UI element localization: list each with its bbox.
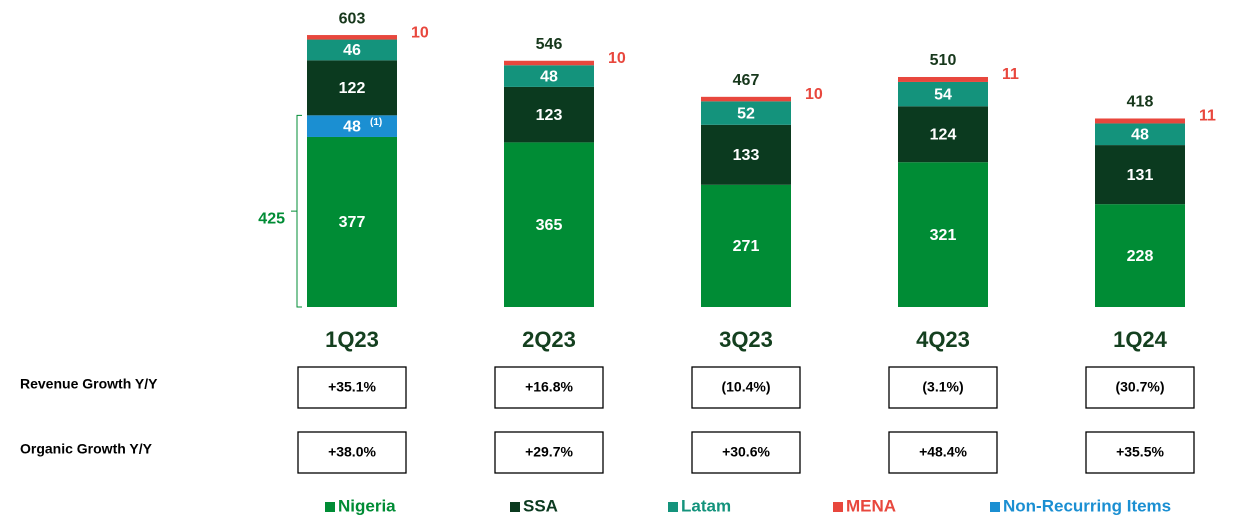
- data-label: 48: [343, 118, 361, 135]
- bar-segment: [898, 76, 988, 82]
- data-label: 271: [733, 238, 760, 255]
- legend-swatch: [510, 502, 520, 512]
- bar-segment: [504, 60, 594, 66]
- data-label: 124: [930, 126, 957, 143]
- bar-segment: [307, 39, 397, 61]
- growth-box: [888, 431, 998, 474]
- growth-box: [297, 366, 407, 409]
- total-label: 546: [536, 36, 563, 53]
- growth-value: (3.1%): [922, 379, 963, 395]
- bar-segment: [307, 136, 397, 307]
- data-label: 228: [1127, 248, 1154, 265]
- bar-segment: [898, 81, 988, 107]
- bar-segment: [701, 101, 791, 125]
- legend-swatch: [668, 502, 678, 512]
- data-label: 133: [733, 147, 760, 164]
- bar-segment: [1095, 204, 1185, 307]
- data-label: 10: [608, 50, 626, 67]
- data-label: 10: [805, 86, 823, 103]
- bar-segment: [504, 65, 594, 87]
- growth-value: +16.8%: [525, 379, 573, 395]
- legend-swatch: [833, 502, 843, 512]
- legend-label: SSA: [523, 496, 558, 515]
- bar-segment: [307, 60, 397, 116]
- legend-swatch: [325, 502, 335, 512]
- bar-segment: [1095, 118, 1185, 124]
- data-label: 48: [1131, 126, 1149, 143]
- row-label: Organic Growth Y/Y: [20, 441, 153, 457]
- bar-segment: [701, 96, 791, 102]
- growth-value: +35.1%: [328, 379, 376, 395]
- category-label: 1Q24: [1113, 327, 1168, 352]
- growth-box: [888, 366, 998, 409]
- bar-segment: [701, 124, 791, 185]
- bar-segment: [307, 115, 397, 137]
- data-label: 48: [540, 68, 558, 85]
- growth-value: +35.5%: [1116, 444, 1164, 460]
- category-label: 4Q23: [916, 327, 970, 352]
- bar-segment: [701, 184, 791, 307]
- growth-value: (30.7%): [1115, 379, 1164, 395]
- data-label: 54: [934, 86, 952, 103]
- legend-label: MENA: [846, 496, 896, 515]
- legend-label: Nigeria: [338, 496, 396, 515]
- data-label: 377: [339, 214, 366, 231]
- growth-box: [691, 431, 801, 474]
- bar-segment: [898, 162, 988, 307]
- legend-label: Latam: [681, 496, 731, 515]
- total-label: 510: [930, 52, 957, 69]
- data-label: 365: [536, 217, 563, 234]
- data-label: 11: [1002, 66, 1019, 83]
- growth-box: [494, 366, 604, 409]
- data-label: 321: [930, 227, 957, 244]
- data-label: 46: [343, 42, 361, 59]
- row-label: Revenue Growth Y/Y: [20, 376, 158, 392]
- category-label: 1Q23: [325, 327, 379, 352]
- growth-box: [297, 431, 407, 474]
- growth-value: +30.6%: [722, 444, 770, 460]
- footnote-marker: (1): [370, 117, 382, 128]
- bracket: [291, 114, 302, 308]
- data-label: 10: [411, 24, 429, 41]
- growth-value: +29.7%: [525, 444, 573, 460]
- growth-value: +48.4%: [919, 444, 967, 460]
- data-label: 52: [737, 105, 755, 122]
- legend-swatch: [990, 502, 1000, 512]
- data-label: 123: [536, 107, 563, 124]
- data-label: 131: [1127, 167, 1154, 184]
- bar-segment: [1095, 123, 1185, 146]
- growth-value: (10.4%): [721, 379, 770, 395]
- category-label: 3Q23: [719, 327, 773, 352]
- growth-box: [691, 366, 801, 409]
- bracket-label: 425: [258, 210, 285, 227]
- bar-segment: [504, 142, 594, 307]
- bar-segment: [1095, 145, 1185, 205]
- growth-box: [1085, 366, 1195, 409]
- total-label: 603: [339, 10, 366, 27]
- growth-box: [494, 431, 604, 474]
- legend-label: Non-Recurring Items: [1003, 496, 1171, 515]
- data-label: 122: [339, 80, 366, 97]
- data-label: 11: [1199, 108, 1216, 125]
- growth-value: +38.0%: [328, 444, 376, 460]
- bar-segment: [898, 106, 988, 163]
- bar-segment: [307, 35, 397, 40]
- total-label: 467: [733, 72, 760, 89]
- category-label: 2Q23: [522, 327, 576, 352]
- growth-box: [1085, 431, 1195, 474]
- bar-segment: [504, 86, 594, 143]
- total-label: 418: [1127, 94, 1154, 111]
